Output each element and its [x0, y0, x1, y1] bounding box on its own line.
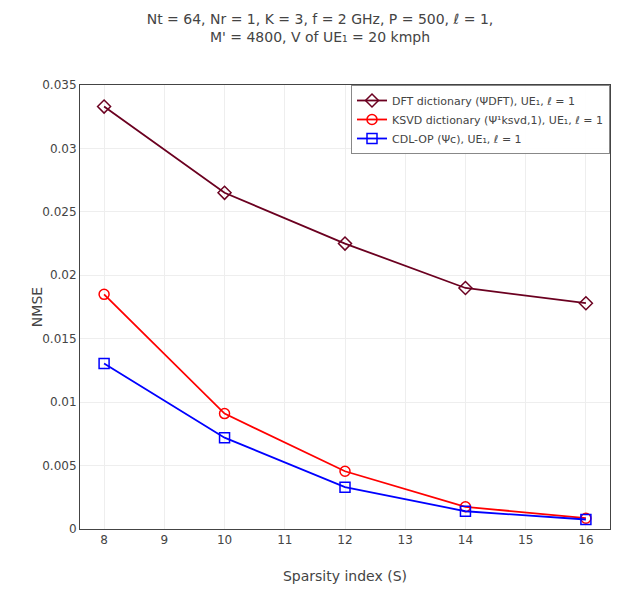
svg-text:KSVD dictionary (Ψ¹ksvd,1), UE: KSVD dictionary (Ψ¹ksvd,1), UE₁, ℓ = 1 [392, 114, 603, 127]
svg-text:16: 16 [578, 533, 593, 547]
svg-text:8: 8 [100, 533, 108, 547]
svg-text:Sparsity index (S): Sparsity index (S) [283, 568, 407, 584]
svg-text:0.02: 0.02 [50, 268, 77, 282]
svg-text:DFT dictionary (ΨDFT), UE₁, ℓ: DFT dictionary (ΨDFT), UE₁, ℓ = 1 [392, 95, 575, 108]
svg-text:13: 13 [398, 533, 413, 547]
svg-text:NMSE: NMSE [29, 287, 45, 327]
svg-text:0.025: 0.025 [42, 205, 76, 219]
svg-text:12: 12 [337, 533, 352, 547]
svg-text:0.005: 0.005 [42, 459, 76, 473]
svg-text:0.01: 0.01 [50, 395, 77, 409]
svg-text:0: 0 [69, 522, 77, 536]
svg-text:CDL-OP (Ψc), UE₁, ℓ = 1: CDL-OP (Ψc), UE₁, ℓ = 1 [392, 133, 522, 146]
svg-text:14: 14 [458, 533, 473, 547]
svg-text:0.015: 0.015 [42, 332, 76, 346]
svg-text:11: 11 [277, 533, 292, 547]
svg-text:0.03: 0.03 [50, 142, 77, 156]
svg-text:9: 9 [160, 533, 168, 547]
svg-text:15: 15 [518, 533, 533, 547]
svg-text:Nt = 64, Nr = 1, K = 3, f = 2: Nt = 64, Nr = 1, K = 3, f = 2 GHz, P = 5… [147, 11, 494, 45]
svg-text:0.035: 0.035 [42, 78, 76, 92]
svg-text:10: 10 [217, 533, 232, 547]
